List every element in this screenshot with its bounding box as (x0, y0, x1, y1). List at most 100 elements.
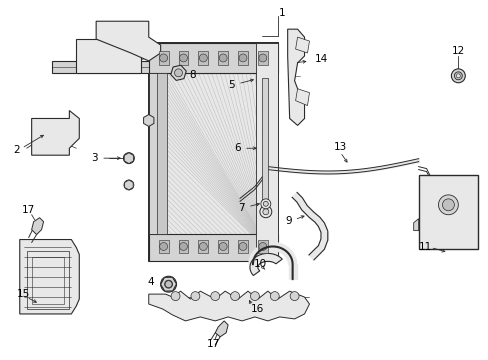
Circle shape (453, 72, 461, 80)
Polygon shape (308, 212, 319, 222)
Text: 9: 9 (285, 216, 291, 226)
Polygon shape (148, 291, 309, 321)
Polygon shape (250, 254, 258, 259)
Circle shape (164, 280, 172, 288)
Polygon shape (178, 239, 188, 253)
Text: 13: 13 (333, 142, 346, 152)
Polygon shape (255, 43, 277, 261)
Circle shape (263, 209, 268, 215)
Polygon shape (148, 43, 277, 73)
Polygon shape (280, 246, 285, 253)
Text: 1: 1 (278, 8, 285, 18)
Polygon shape (318, 238, 327, 249)
Polygon shape (32, 111, 79, 155)
Circle shape (123, 153, 134, 164)
Polygon shape (76, 39, 148, 73)
Text: 15: 15 (17, 289, 30, 299)
Polygon shape (262, 78, 267, 212)
Text: 3: 3 (91, 153, 97, 163)
Polygon shape (269, 243, 272, 251)
Polygon shape (215, 321, 228, 337)
Polygon shape (96, 21, 161, 61)
Polygon shape (252, 251, 260, 257)
Circle shape (165, 281, 172, 288)
Polygon shape (288, 261, 296, 264)
Circle shape (199, 54, 207, 62)
Circle shape (161, 276, 176, 292)
Polygon shape (51, 61, 257, 73)
Circle shape (160, 54, 167, 62)
Polygon shape (283, 248, 290, 255)
Circle shape (438, 195, 457, 215)
Polygon shape (286, 254, 294, 259)
Circle shape (270, 292, 279, 301)
Polygon shape (238, 239, 247, 253)
Polygon shape (198, 239, 208, 253)
Polygon shape (249, 253, 282, 275)
Polygon shape (287, 256, 295, 260)
Circle shape (258, 243, 266, 251)
Circle shape (210, 292, 219, 301)
Polygon shape (295, 89, 309, 105)
Circle shape (450, 69, 464, 83)
Polygon shape (268, 243, 270, 251)
Circle shape (239, 54, 246, 62)
Polygon shape (20, 239, 79, 314)
Polygon shape (320, 231, 327, 239)
Circle shape (199, 243, 207, 251)
Polygon shape (263, 244, 266, 252)
Polygon shape (255, 248, 261, 255)
Circle shape (123, 180, 134, 190)
Polygon shape (218, 51, 228, 65)
Circle shape (239, 243, 246, 251)
Circle shape (179, 54, 187, 62)
Polygon shape (249, 259, 257, 262)
Polygon shape (281, 246, 287, 254)
Polygon shape (250, 256, 258, 260)
Polygon shape (273, 243, 275, 251)
Polygon shape (285, 253, 293, 258)
Polygon shape (318, 223, 327, 233)
Text: 6: 6 (234, 143, 241, 153)
Polygon shape (251, 253, 259, 258)
Polygon shape (287, 259, 296, 262)
Circle shape (219, 54, 226, 62)
Text: 16: 16 (251, 304, 264, 314)
Polygon shape (418, 175, 477, 249)
Polygon shape (259, 246, 264, 253)
Polygon shape (287, 257, 295, 261)
Polygon shape (158, 51, 168, 65)
Polygon shape (261, 244, 265, 252)
Polygon shape (256, 247, 262, 255)
Polygon shape (198, 51, 208, 65)
Polygon shape (296, 198, 307, 210)
Polygon shape (178, 51, 188, 65)
Polygon shape (284, 250, 291, 256)
Polygon shape (279, 244, 284, 252)
Polygon shape (274, 243, 277, 251)
Polygon shape (314, 245, 323, 254)
Text: 17: 17 (22, 205, 35, 215)
Polygon shape (413, 219, 418, 231)
Polygon shape (271, 243, 273, 251)
Circle shape (258, 54, 266, 62)
Polygon shape (248, 261, 257, 264)
Text: 11: 11 (418, 243, 431, 252)
Polygon shape (32, 218, 43, 235)
Polygon shape (248, 263, 256, 265)
Polygon shape (302, 205, 313, 217)
Circle shape (259, 206, 271, 218)
Text: 17: 17 (206, 339, 220, 349)
Polygon shape (285, 251, 292, 257)
Circle shape (126, 156, 131, 161)
Polygon shape (257, 51, 267, 65)
Polygon shape (266, 243, 269, 251)
Polygon shape (314, 217, 324, 227)
Circle shape (171, 292, 180, 301)
Polygon shape (288, 263, 296, 265)
Polygon shape (277, 243, 281, 251)
Circle shape (263, 201, 268, 206)
Polygon shape (287, 29, 304, 125)
Circle shape (250, 292, 259, 301)
Polygon shape (275, 243, 279, 251)
